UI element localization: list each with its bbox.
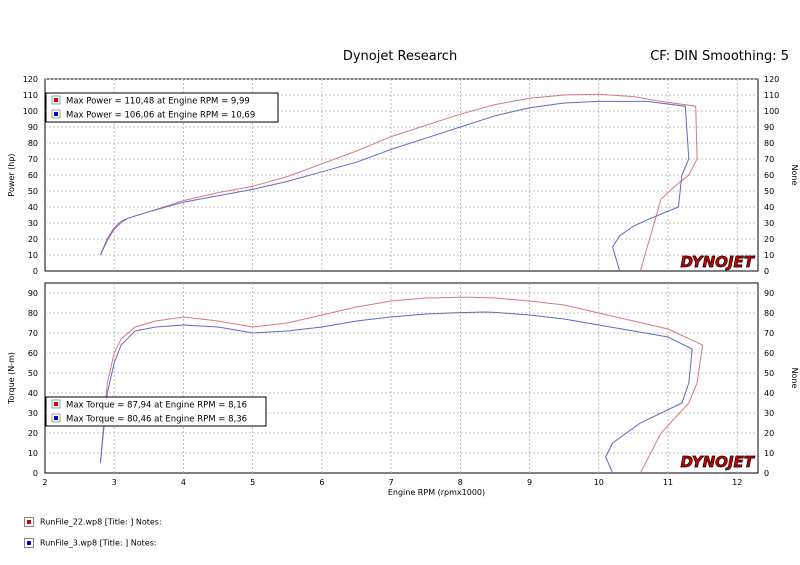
x-tick-label: 6 xyxy=(319,478,324,487)
legend-entry-2: Max Power = 106,06 at Engine RPM = 10,69 xyxy=(66,111,255,121)
run2-swatch-fill xyxy=(27,541,31,545)
x-tick-label: 8 xyxy=(458,478,463,487)
series-line-2 xyxy=(99,100,690,272)
y-tick-label-left: 0 xyxy=(33,267,38,276)
run1-swatch-fill xyxy=(27,520,31,524)
x-tick-label: 9 xyxy=(527,478,532,487)
legend-entry-1: Max Torque = 87,94 at Engine RPM = 8,16 xyxy=(66,401,247,411)
y-axis-label-right: None xyxy=(790,165,799,186)
y-tick-label-left: 100 xyxy=(23,107,38,116)
x-tick-label: 7 xyxy=(389,478,394,487)
legend-box xyxy=(45,396,267,427)
run1-label: RunFile_22.wp8 [Title: ] Notes: xyxy=(40,517,162,527)
y-tick-label-left: 30 xyxy=(28,219,38,228)
y-tick-label-left: 60 xyxy=(28,349,38,358)
legend-entry-2: Max Torque = 80,46 at Engine RPM = 8,36 xyxy=(66,415,247,425)
y-tick-label-left: 110 xyxy=(23,91,38,100)
y-tick-label-right: 40 xyxy=(764,389,774,398)
y-tick-label-right: 0 xyxy=(764,267,769,276)
y-tick-label-right: 60 xyxy=(764,349,774,358)
x-tick-label: 5 xyxy=(250,478,255,487)
y-axis-label-right: None xyxy=(790,368,799,389)
run1-swatch xyxy=(24,517,34,527)
legend-swatch-fill-2 xyxy=(54,112,58,116)
y-tick-label-left: 90 xyxy=(28,123,38,132)
y-tick-label-right: 90 xyxy=(764,289,774,298)
y-tick-label-right: 50 xyxy=(764,369,774,378)
y-tick-label-left: 70 xyxy=(28,329,38,338)
dynojet-logo: DYNOJET xyxy=(680,253,755,271)
x-tick-label: 12 xyxy=(732,478,742,487)
panel-power: 0 0 10 10 20 20 30 30 40 40 50 50 60 60 70 70 80 80 90 90 10… xyxy=(7,75,799,276)
y-tick-label-right: 80 xyxy=(764,309,774,318)
dynojet-logo: DYNOJET xyxy=(680,453,755,471)
x-tick-label: 3 xyxy=(112,478,117,487)
y-tick-label-left: 30 xyxy=(28,409,38,418)
legend-swatch-fill-1 xyxy=(54,402,58,406)
y-tick-label-left: 10 xyxy=(28,449,38,458)
y-tick-label-left: 0 xyxy=(33,469,38,478)
legend-box xyxy=(45,92,279,123)
y-tick-label-right: 60 xyxy=(764,171,774,180)
y-tick-label-right: 110 xyxy=(764,91,779,100)
y-tick-label-right: 50 xyxy=(764,187,774,196)
y-tick-label-right: 30 xyxy=(764,409,774,418)
x-tick-label: 10 xyxy=(594,478,604,487)
y-tick-label-left: 40 xyxy=(28,203,38,212)
y-tick-label-left: 20 xyxy=(28,429,38,438)
y-tick-label-left: 120 xyxy=(23,75,38,84)
y-tick-label-left: 10 xyxy=(28,251,38,260)
y-tick-label-left: 50 xyxy=(28,187,38,196)
run2-label: RunFile_3.wp8 [Title: ] Notes: xyxy=(40,538,157,548)
y-tick-label-right: 70 xyxy=(764,155,774,164)
y-tick-label-right: 80 xyxy=(764,139,774,148)
plot-area xyxy=(44,282,759,474)
legend-entry-1: Max Power = 110,48 at Engine RPM = 9,99 xyxy=(66,97,250,107)
y-tick-label-right: 40 xyxy=(764,203,774,212)
y-tick-label-left: 20 xyxy=(28,235,38,244)
y-tick-label-right: 20 xyxy=(764,235,774,244)
run2-swatch xyxy=(24,538,34,548)
series-line-1 xyxy=(99,296,704,474)
x-tick-label: 11 xyxy=(663,478,673,487)
y-tick-label-right: 100 xyxy=(764,107,779,116)
y-tick-label-left: 40 xyxy=(28,389,38,398)
y-tick-label-left: 50 xyxy=(28,369,38,378)
chart-title: Dynojet Research xyxy=(342,49,458,64)
y-tick-label-left: 60 xyxy=(28,171,38,180)
y-tick-label-right: 120 xyxy=(764,75,779,84)
y-axis-label: Power (hp) xyxy=(7,153,16,196)
y-tick-label-right: 20 xyxy=(764,429,774,438)
x-axis-label: Engine RPM (rpmx1000) xyxy=(388,488,485,497)
x-tick-label: 2 xyxy=(42,478,47,487)
y-axis-label: Torque (N-m) xyxy=(7,352,16,405)
y-tick-label-right: 90 xyxy=(764,123,774,132)
y-tick-label-right: 10 xyxy=(764,251,774,260)
y-tick-label-left: 70 xyxy=(28,155,38,164)
footer-legend-run1: RunFile_22.wp8 [Title: ] Notes: xyxy=(24,517,162,527)
legend-swatch-fill-1 xyxy=(54,98,58,102)
series-line-2 xyxy=(99,311,693,474)
y-tick-label-left: 80 xyxy=(28,309,38,318)
legend-swatch-fill-2 xyxy=(54,416,58,420)
y-tick-label-right: 0 xyxy=(764,469,769,478)
footer-legend-run2: RunFile_3.wp8 [Title: ] Notes: xyxy=(24,538,157,548)
correction-factor-label: CF: DIN Smoothing: 5 xyxy=(650,49,789,64)
y-tick-label-left: 80 xyxy=(28,139,38,148)
y-tick-label-right: 10 xyxy=(764,449,774,458)
y-tick-label-right: 70 xyxy=(764,329,774,338)
y-tick-label-left: 90 xyxy=(28,289,38,298)
y-tick-label-right: 30 xyxy=(764,219,774,228)
x-tick-label: 4 xyxy=(181,478,186,487)
panel-torque: 0 0 10 10 20 20 30 30 40 40 50 50 60 60 70 70 80 80 90 90 2 3… xyxy=(7,282,799,497)
